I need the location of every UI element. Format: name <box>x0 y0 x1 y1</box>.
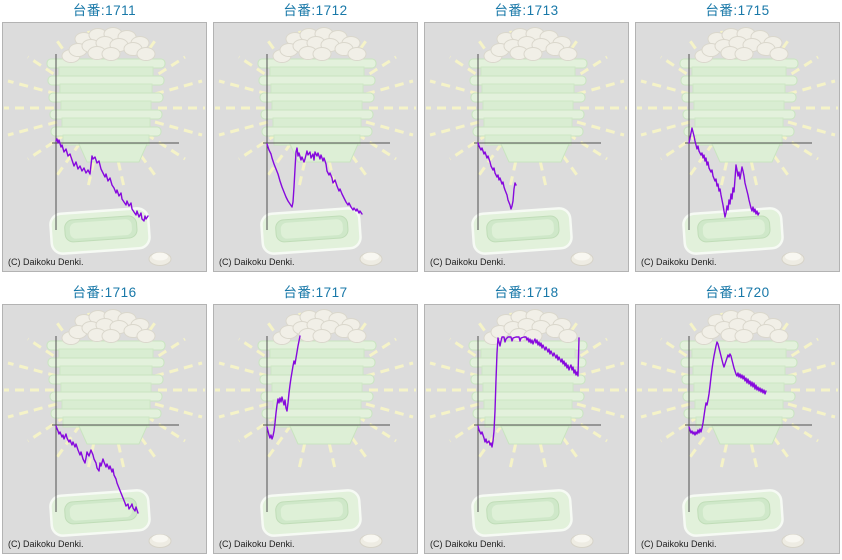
slump-graph-canvas <box>215 27 416 266</box>
slump-graph: (C) Daikoku Denki. <box>635 304 840 554</box>
machine-panel: 台番:1716 <box>2 283 207 554</box>
machine-title: 台番:1711 <box>72 3 137 18</box>
coin-icon <box>148 534 172 548</box>
slump-graph: (C) Daikoku Denki. <box>424 304 629 554</box>
machine-title: 台番:1715 <box>705 3 770 18</box>
coin-icon <box>359 534 383 548</box>
copyright-label: (C) Daikoku Denki. <box>641 539 717 549</box>
axes <box>263 336 390 512</box>
bottom-tray-icon <box>49 489 151 537</box>
copyright-label: (C) Daikoku Denki. <box>8 257 84 267</box>
copyright-label: (C) Daikoku Denki. <box>219 257 295 267</box>
coin-icon <box>570 252 594 266</box>
bottom-tray-icon <box>471 207 573 255</box>
tray-stack-icon <box>46 340 166 445</box>
slump-graph: (C) Daikoku Denki. <box>213 304 418 554</box>
copyright-label: (C) Daikoku Denki. <box>641 257 717 267</box>
machine-panel: 台番:1720 <box>635 283 840 554</box>
machine-title: 台番:1717 <box>283 285 348 300</box>
machine-title: 台番:1712 <box>283 3 348 18</box>
bottom-tray-icon <box>471 489 573 537</box>
machine-panel: 台番:1715 <box>635 1 840 272</box>
tray-stack-icon <box>257 58 377 163</box>
coin-icon <box>781 534 805 548</box>
slump-line <box>688 127 760 218</box>
slump-graph: (C) Daikoku Denki. <box>213 22 418 272</box>
slump-line <box>266 143 363 215</box>
axes <box>474 336 601 512</box>
slump-line <box>55 138 149 222</box>
coin-icon <box>359 252 383 266</box>
ball-heap-icon <box>694 309 789 345</box>
slump-graph-canvas <box>637 309 838 548</box>
machine-title: 台番:1718 <box>494 285 559 300</box>
machine-panel: 台番:1712 <box>213 1 418 272</box>
machine-title: 台番:1716 <box>72 285 137 300</box>
slump-graph-canvas <box>4 27 205 266</box>
coin-icon <box>148 252 172 266</box>
axes <box>263 54 390 230</box>
tray-stack-icon <box>257 340 377 445</box>
slump-graph-canvas <box>637 27 838 266</box>
slump-line <box>477 336 580 448</box>
coin-icon <box>570 534 594 548</box>
machine-title: 台番:1713 <box>494 3 559 18</box>
slump-line <box>266 335 301 440</box>
bottom-tray-icon <box>682 207 784 255</box>
ball-heap-icon <box>483 27 578 63</box>
slump-line <box>688 341 767 436</box>
axes <box>474 54 601 230</box>
ball-heap-icon <box>61 27 156 63</box>
slump-graph-canvas <box>426 27 627 266</box>
machine-panel: 台番:1717 <box>213 283 418 554</box>
bottom-tray-icon <box>260 207 362 255</box>
copyright-label: (C) Daikoku Denki. <box>8 539 84 549</box>
copyright-label: (C) Daikoku Denki. <box>219 539 295 549</box>
slump-graph-canvas <box>426 309 627 548</box>
slump-graph-canvas <box>215 309 416 548</box>
bottom-tray-icon <box>49 207 151 255</box>
tray-stack-icon <box>468 340 588 445</box>
machine-title: 台番:1720 <box>705 285 770 300</box>
bottom-tray-icon <box>682 489 784 537</box>
slump-graph: (C) Daikoku Denki. <box>424 22 629 272</box>
slump-graph-canvas <box>4 309 205 548</box>
tray-stack-icon <box>468 58 588 163</box>
bottom-tray-icon <box>260 489 362 537</box>
ball-heap-icon <box>694 27 789 63</box>
ball-heap-icon <box>272 27 367 63</box>
tray-stack-icon <box>679 340 799 445</box>
slump-graph: (C) Daikoku Denki. <box>635 22 840 272</box>
machine-panel: 台番:1713 <box>424 1 629 272</box>
slump-line <box>477 142 517 210</box>
ball-heap-icon <box>272 309 367 345</box>
machine-panel: 台番:1711 <box>2 1 207 272</box>
machine-panel: 台番:1718 <box>424 283 629 554</box>
axes <box>685 336 812 512</box>
ball-heap-icon <box>61 309 156 345</box>
slump-graph: (C) Daikoku Denki. <box>2 304 207 554</box>
slump-line <box>55 425 139 514</box>
tray-stack-icon <box>46 58 166 163</box>
copyright-label: (C) Daikoku Denki. <box>430 257 506 267</box>
coin-icon <box>781 252 805 266</box>
copyright-label: (C) Daikoku Denki. <box>430 539 506 549</box>
slump-graph: (C) Daikoku Denki. <box>2 22 207 272</box>
axes <box>52 336 179 512</box>
axes <box>52 54 179 230</box>
